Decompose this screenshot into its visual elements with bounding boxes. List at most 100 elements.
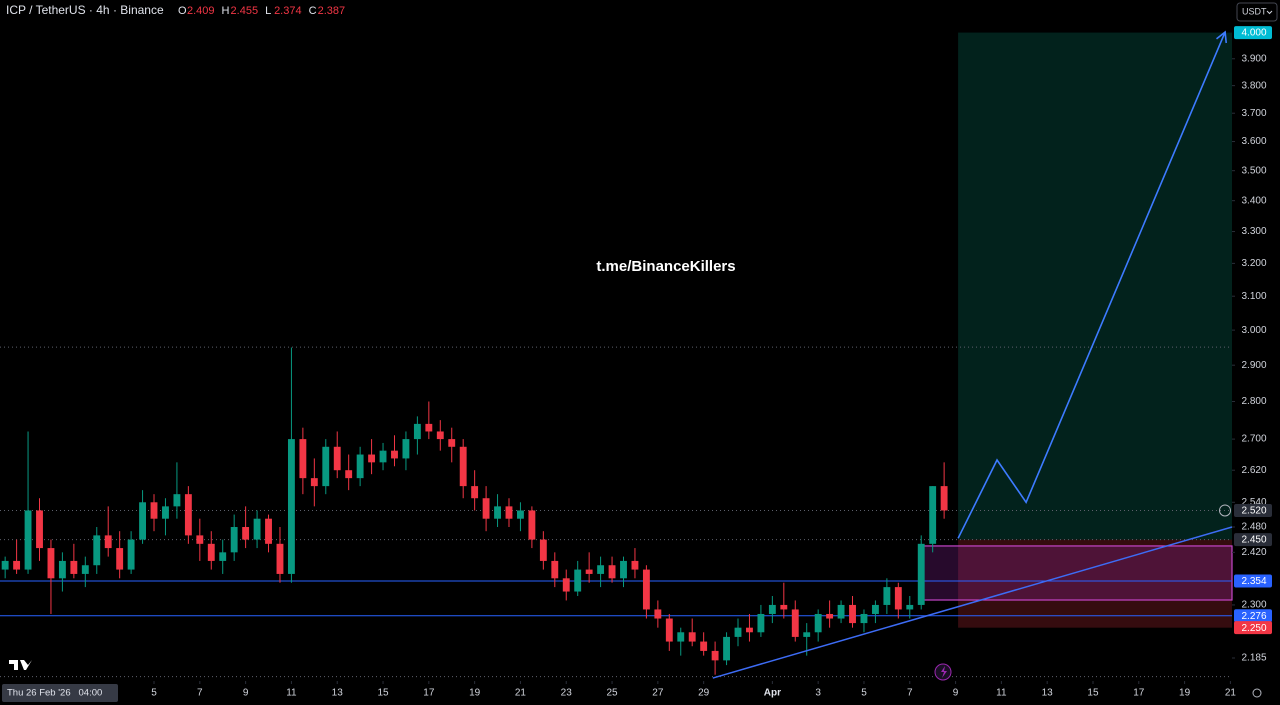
candle-body: [127, 539, 135, 570]
candle-body: [368, 454, 376, 463]
x-tick-label: 5: [861, 688, 867, 699]
x-tick-label: 15: [377, 688, 389, 699]
y-tick-label: 3.100: [1241, 291, 1266, 302]
x-tick-label: 25: [606, 688, 618, 699]
price-label: 2.450: [1241, 535, 1266, 546]
price-label-box: [1234, 574, 1272, 588]
candle-body: [746, 627, 753, 633]
ohlc-key: H: [222, 5, 230, 17]
x-tick-label: 19: [469, 688, 481, 699]
crosshair-box: [2, 684, 118, 702]
candle-body: [287, 439, 295, 574]
ohlc-key: O: [178, 5, 187, 17]
candle-body: [150, 502, 158, 519]
x-tick-label: 3: [815, 688, 821, 699]
price-label-box: [1234, 533, 1272, 547]
candle-body: [81, 565, 89, 574]
x-tick-label: 19: [1179, 688, 1191, 699]
candle-body: [58, 560, 66, 579]
x-tick-label: 11: [996, 688, 1007, 699]
candle-body: [253, 518, 261, 540]
x-tick-label: 23: [561, 688, 573, 699]
candle-body: [860, 613, 868, 624]
x-tick-label: 13: [332, 688, 344, 699]
candle-body: [791, 609, 799, 637]
candle-body: [184, 494, 192, 536]
y-tick-label: 3.300: [1241, 226, 1266, 237]
x-tick-label: 17: [1133, 688, 1145, 699]
candle-body: [654, 609, 662, 619]
watermark: t.me/BinanceKillers: [596, 258, 735, 275]
y-tick-label: 2.185: [1241, 653, 1266, 664]
currency-label[interactable]: USDT: [1242, 6, 1267, 16]
price-label: 4.000: [1241, 28, 1266, 39]
ohlc-value: 2.387: [318, 5, 346, 17]
x-tick-label: 13: [1042, 688, 1054, 699]
candle-body: [173, 494, 181, 507]
candle-body: [219, 552, 227, 561]
candle-body: [539, 539, 547, 561]
price-label: 2.354: [1241, 576, 1266, 587]
ohlc-value: 2.455: [231, 5, 259, 17]
candle-body: [940, 486, 948, 511]
x-tick-label: 7: [197, 688, 203, 699]
candle-body: [299, 439, 307, 479]
candle-body: [700, 641, 708, 651]
currency-button[interactable]: USDT: [1236, 2, 1278, 22]
x-tick-label: 15: [1087, 688, 1099, 699]
currency-button-frame[interactable]: [1236, 2, 1278, 22]
candle-body: [883, 587, 891, 605]
x-tick-label: 21: [515, 688, 527, 699]
x-tick-label: 21: [1225, 688, 1237, 699]
price-label: 2.276: [1241, 611, 1266, 622]
candle-body: [230, 527, 238, 553]
candle-body: [894, 587, 902, 610]
candle-body: [242, 527, 250, 540]
candle-body: [757, 613, 765, 633]
supply-zone: [919, 545, 1233, 601]
candle-body: [631, 560, 639, 570]
x-tick-label: 5: [151, 688, 157, 699]
y-tick-label: 3.600: [1241, 136, 1266, 147]
symbol-title: ICP / TetherUS · 4h · Binance: [6, 3, 164, 17]
candle-body: [574, 569, 582, 592]
candle-body: [413, 423, 421, 440]
y-tick-label: 2.420: [1241, 547, 1266, 558]
candle-body: [482, 498, 490, 519]
candle-body: [104, 535, 112, 549]
x-tick-label: 9: [953, 688, 959, 699]
candle-body: [13, 560, 21, 570]
candle-body: [139, 502, 146, 540]
x-tick-label: Apr: [764, 688, 781, 699]
candle-body: [24, 510, 32, 570]
price-label: 2.520: [1241, 506, 1266, 517]
candle-body: [768, 604, 776, 614]
alert-icon[interactable]: [934, 663, 952, 681]
candle-body: [585, 569, 593, 574]
alert-bolt: [941, 666, 947, 678]
logo-shape: [9, 660, 32, 670]
candle-body: [471, 486, 479, 499]
candle-body: [36, 510, 43, 549]
candle-body: [665, 618, 673, 642]
candle-body: [780, 604, 788, 610]
y-tick-label: 3.400: [1241, 195, 1266, 206]
arrow-head: [1216, 30, 1228, 44]
add-button: [1219, 504, 1231, 517]
crosshair-label: Thu 26 Feb '26 04:00: [7, 688, 102, 699]
candle-body: [849, 604, 856, 624]
y-tick-label: 2.800: [1241, 396, 1266, 407]
trendline: [712, 526, 1233, 679]
candle-body: [93, 535, 101, 566]
candle-body: [448, 439, 456, 447]
y-tick-label: 2.480: [1241, 522, 1266, 533]
candle-body: [688, 632, 696, 642]
candle-body: [814, 613, 822, 633]
candle-body: [826, 613, 834, 619]
y-tick-label: 3.000: [1241, 325, 1266, 336]
y-tick-label: 3.500: [1241, 165, 1266, 176]
x-tick-label: 27: [652, 688, 664, 699]
